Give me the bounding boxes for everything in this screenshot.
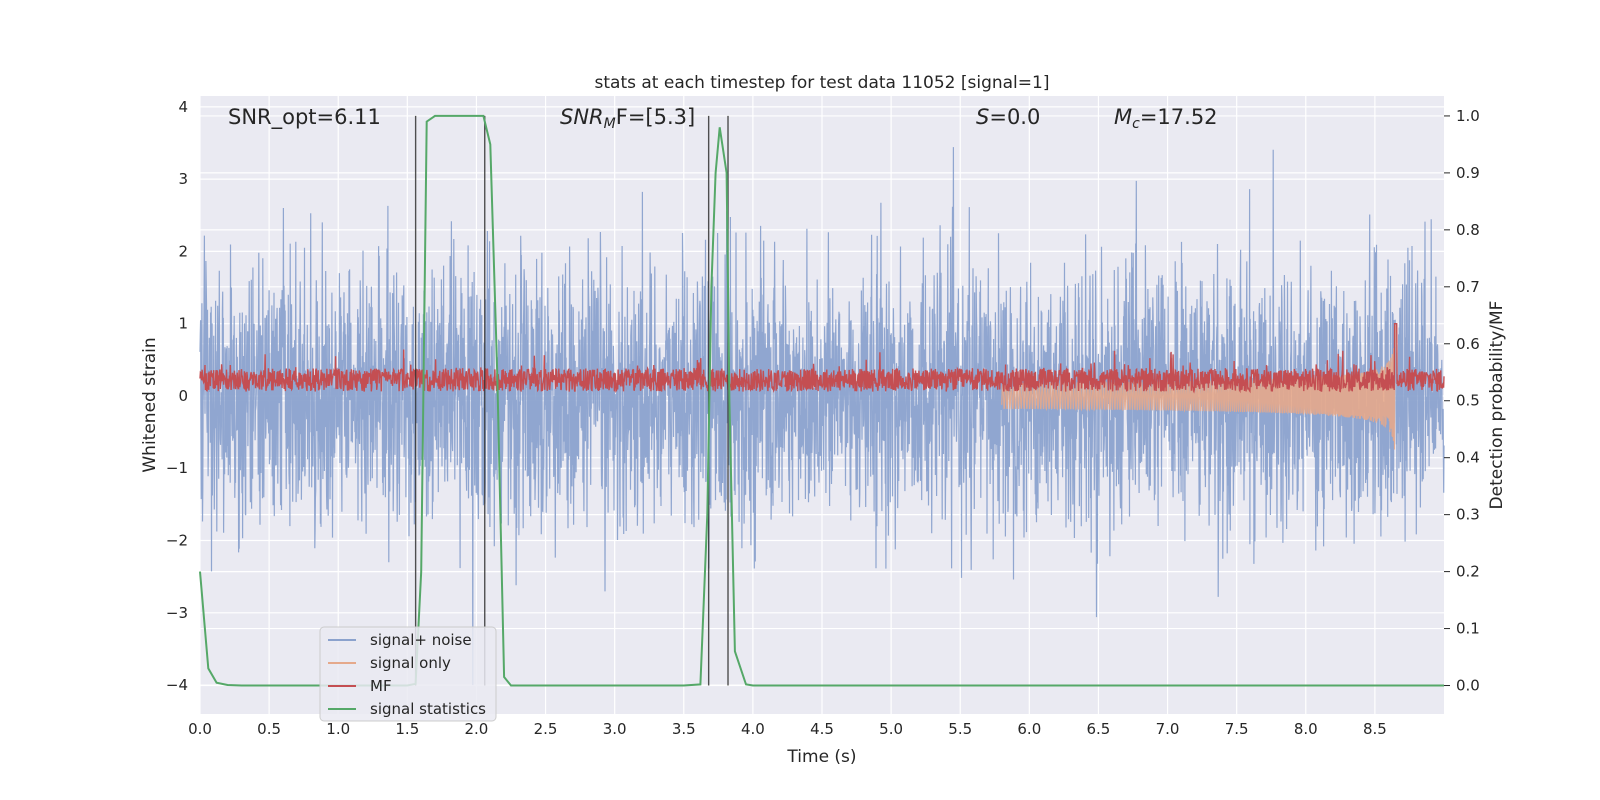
y-tick-label-left: 3	[178, 170, 188, 188]
x-tick-label: 5.5	[948, 720, 972, 738]
y-tick-label-right: 0.6	[1456, 335, 1480, 353]
snr-mf-suffix: F=[5.3]	[616, 105, 695, 129]
y-tick-label-right: 0.8	[1456, 221, 1480, 239]
legend: signal+ noise signal only MF signal stat…	[319, 626, 497, 722]
mc-symbol: M	[1114, 105, 1132, 129]
x-tick-label: 5.0	[879, 720, 903, 738]
x-tick-label: 7.5	[1225, 720, 1249, 738]
x-tick-label: 6.5	[1087, 720, 1111, 738]
snr-mf-sub: M	[604, 116, 616, 132]
x-tick-label: 6.0	[1017, 720, 1041, 738]
y-tick-label-left: −3	[166, 604, 188, 622]
y-tick-label-right: 0.2	[1456, 563, 1480, 581]
y-axis-label-right: Detection probability/MF	[1487, 301, 1507, 510]
y-axis-label-left: Whitened strain	[140, 337, 160, 472]
annotation-s: S=0.0	[976, 105, 1040, 129]
x-tick-label: 8.5	[1363, 720, 1387, 738]
y-tick-label-left: 0	[178, 387, 188, 405]
y-tick-label-right: 0.3	[1456, 506, 1480, 524]
x-tick-label: 2.5	[534, 720, 558, 738]
y-tick-label-right: 0.4	[1456, 449, 1480, 467]
legend-label-mf: MF	[370, 677, 392, 695]
mc-sub: c	[1132, 116, 1140, 132]
annotation-snr-mf: SNRMF=[5.3]	[560, 105, 695, 132]
y-tick-label-left: 4	[178, 98, 188, 116]
y-tick-label-right: 0.1	[1456, 620, 1480, 638]
y-tick-label-right: 0.9	[1456, 164, 1480, 182]
y-ticks-right: 0.0 0.1 0.2 0.3 0.4 0.5 0.6 0.7 0.8 0.9 1.0	[1444, 107, 1480, 695]
y-ticks-left: −4 −3 −2 −1 0 1 2 3 4	[166, 98, 188, 694]
y-tick-label-left: −2	[166, 532, 188, 550]
s-value: =0.0	[989, 105, 1040, 129]
legend-label-signal-noise: signal+ noise	[370, 631, 472, 649]
x-tick-label: 3.0	[603, 720, 627, 738]
y-tick-label-right: 0.5	[1456, 392, 1480, 410]
x-ticks: 0.0 0.5 1.0 1.5 2.0 2.5 3.0 3.5 4.0 4.5 5.0 5.5 6.0 6…	[188, 720, 1387, 738]
x-tick-label: 0.5	[257, 720, 281, 738]
annotation-snr-opt: SNR_opt=6.11	[228, 105, 381, 130]
x-tick-label: 1.5	[395, 720, 419, 738]
series-mf-line	[199, 323, 1445, 394]
legend-label-signal-statistics: signal statistics	[370, 700, 486, 718]
s-symbol: S	[976, 105, 989, 129]
x-tick-label: 7.0	[1156, 720, 1180, 738]
x-tick-label: 8.0	[1294, 720, 1318, 738]
legend-label-signal-only: signal only	[370, 654, 451, 672]
x-tick-label: 4.5	[810, 720, 834, 738]
y-tick-label-left: 1	[178, 315, 188, 333]
y-tick-label-right: 1.0	[1456, 107, 1480, 125]
x-tick-label: 4.0	[741, 720, 765, 738]
x-tick-label: 0.0	[188, 720, 212, 738]
y-tick-label-left: −1	[166, 459, 188, 477]
y-tick-label-left: 2	[178, 242, 188, 260]
x-tick-label: 3.5	[672, 720, 696, 738]
y-tick-label-right: 0.7	[1456, 278, 1480, 296]
x-tick-label: 1.0	[326, 720, 350, 738]
annotation-mc: Mc=17.52	[1114, 105, 1218, 132]
chart-title: stats at each timestep for test data 110…	[595, 73, 1050, 93]
series-signal-only-line	[1001, 325, 1396, 450]
x-axis-label: Time (s)	[786, 747, 856, 767]
snr-mf-prefix: SNR	[560, 105, 604, 129]
legend-box	[319, 626, 497, 722]
x-tick-label: 2.0	[465, 720, 489, 738]
y-tick-label-right: 0.0	[1456, 677, 1480, 695]
y-tick-label-left: −4	[166, 676, 188, 694]
mc-value: =17.52	[1140, 105, 1218, 129]
